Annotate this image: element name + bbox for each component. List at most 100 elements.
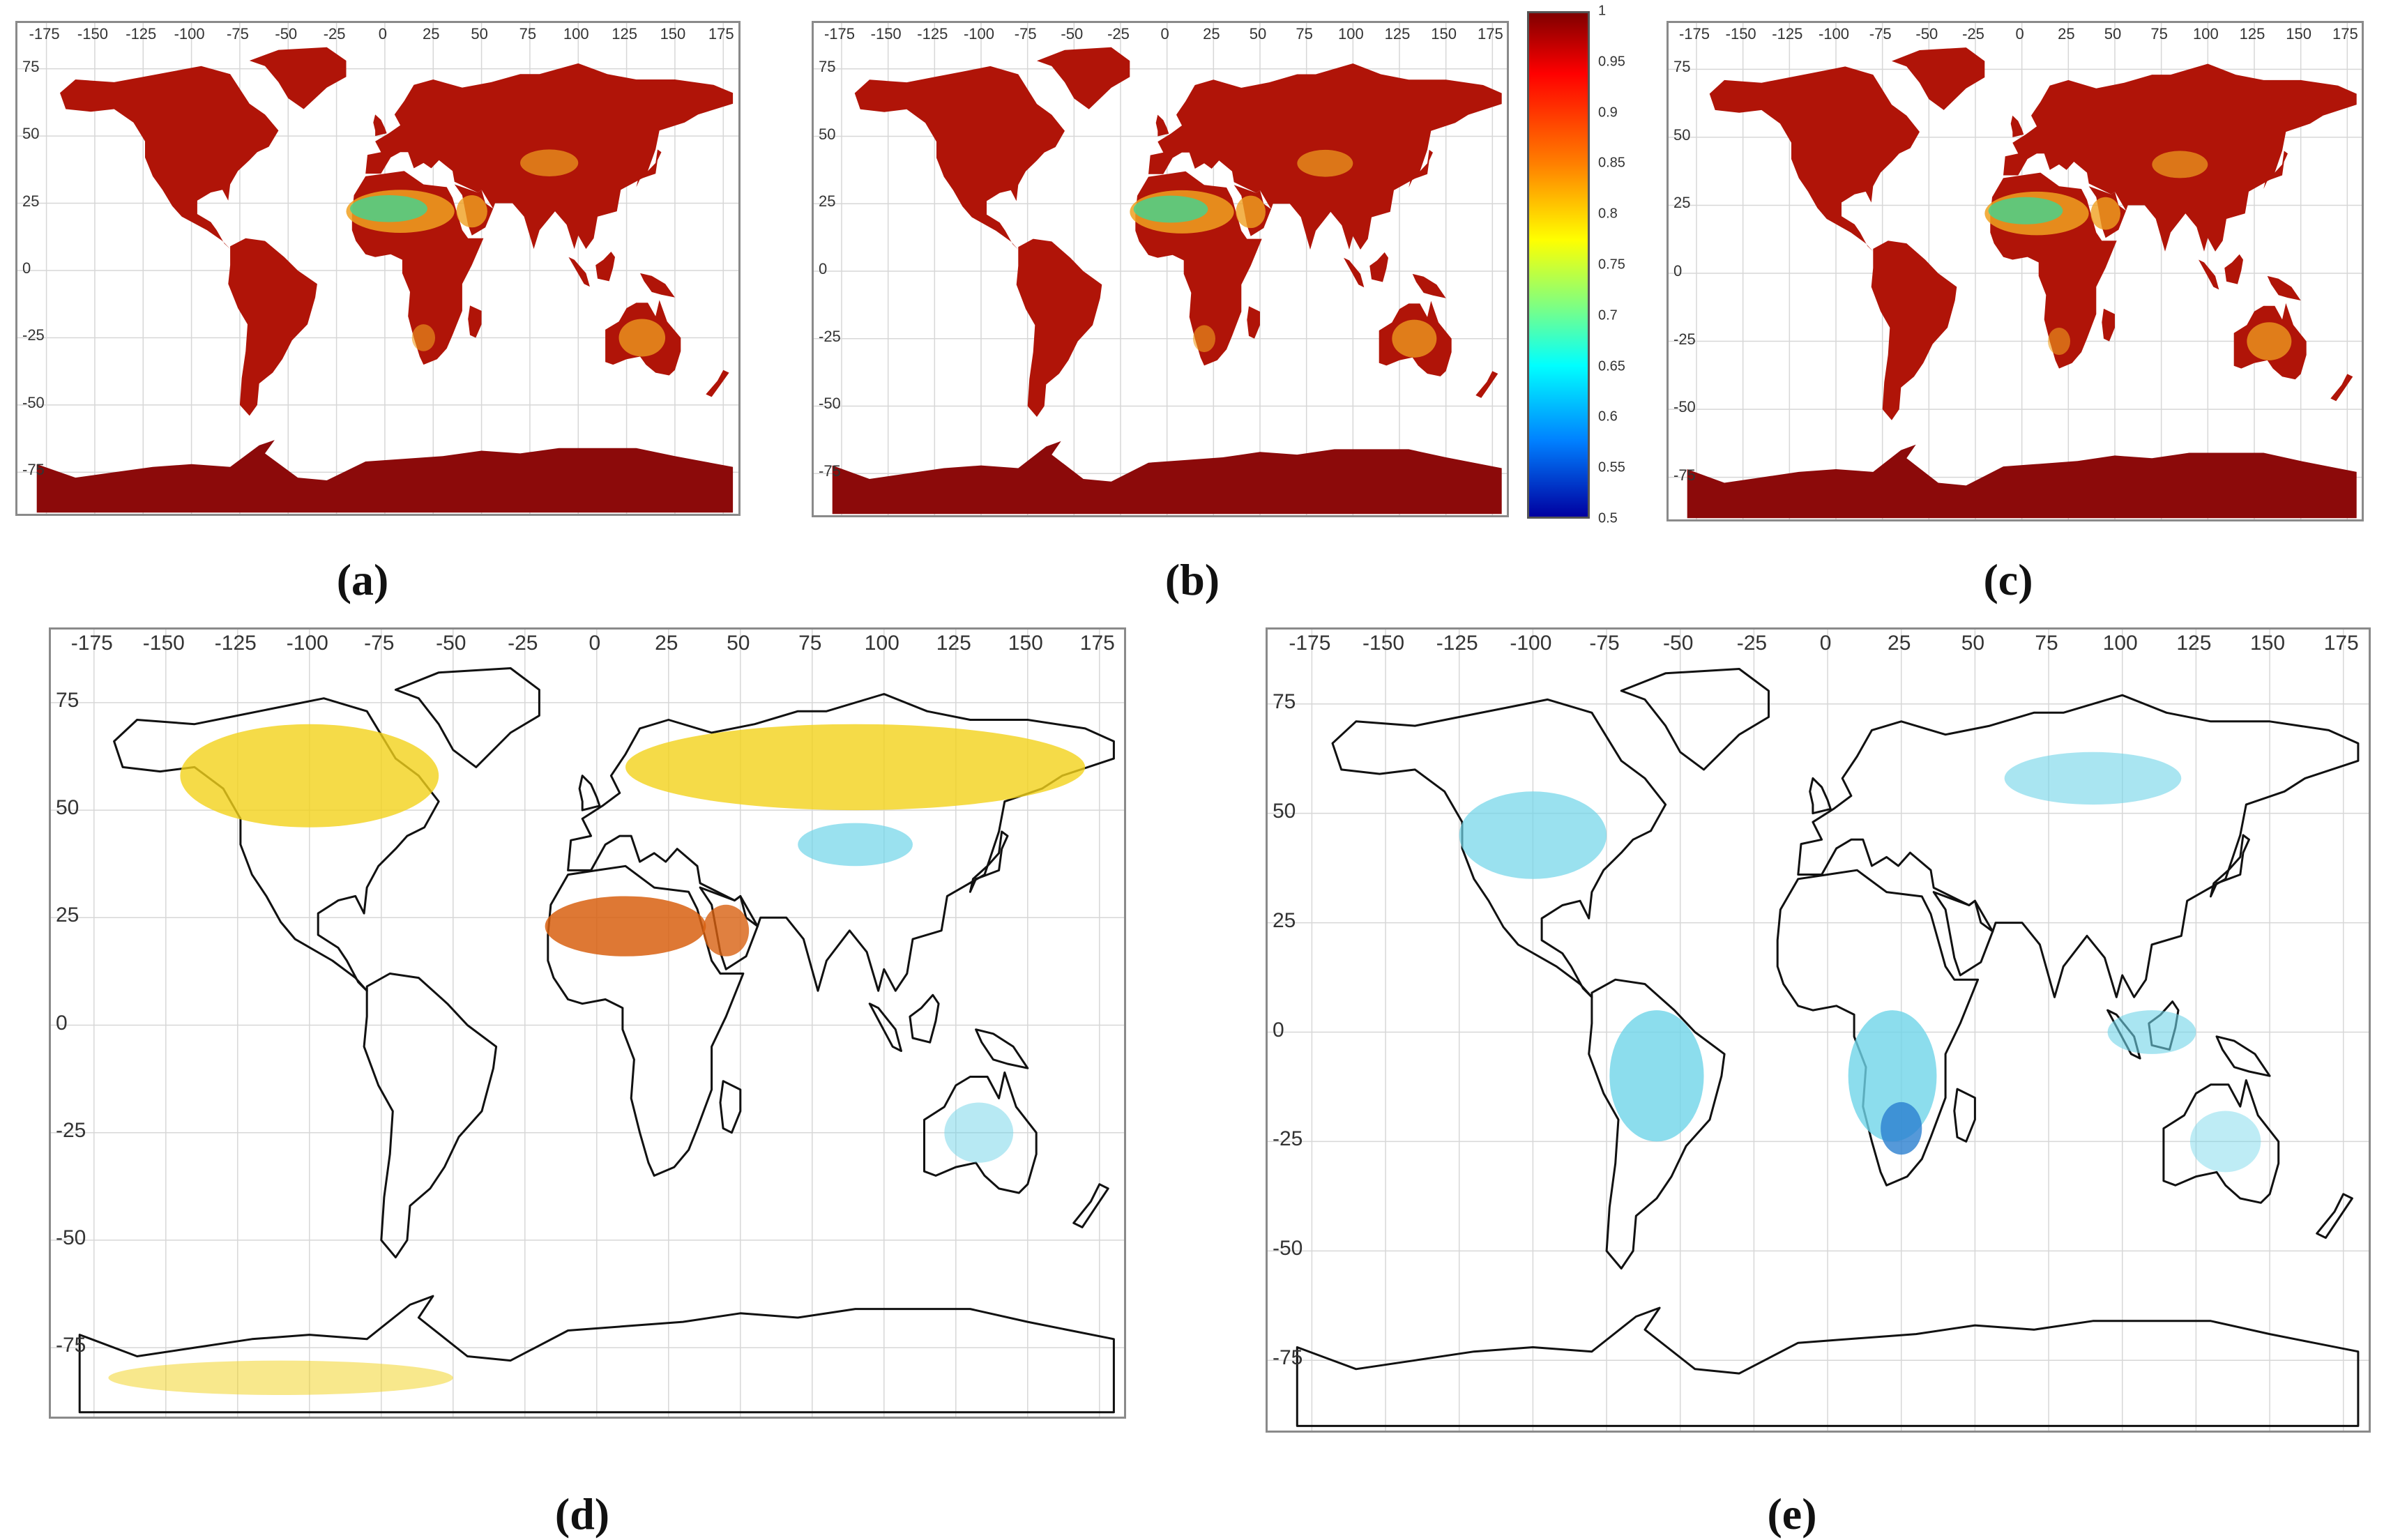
map-canvas-c [1669, 23, 2362, 519]
landmass-southAmerica [1588, 978, 1726, 1270]
lon-tick-label: 100 [2192, 25, 2219, 43]
value-overlay [1459, 752, 2261, 1173]
lat-tick-label: 0 [1273, 1018, 1284, 1042]
colorbar-tick-label: 0.85 [1598, 155, 1625, 171]
lon-tick-label: -100 [174, 25, 205, 43]
colorbar-tick-label: 0.6 [1598, 409, 1618, 425]
panel-caption-a: (a) [336, 555, 389, 604]
lon-tick-label: -25 [1736, 632, 1768, 655]
landmass-newGuinea [1412, 273, 1446, 298]
lat-tick-label: 50 [22, 125, 40, 143]
landmass-japan [1409, 149, 1433, 188]
central-asia-negative-diff [798, 823, 913, 867]
lon-tick-label: -25 [1107, 25, 1130, 43]
lat-tick-label: 75 [56, 688, 79, 712]
value-overlay [346, 149, 666, 357]
lon-tick-label: 175 [708, 25, 734, 43]
lon-tick-label: -125 [126, 25, 157, 43]
sahara-lowest-emissivity [1133, 195, 1208, 223]
lon-tick-label: -50 [1061, 25, 1084, 43]
landmass-greenland [249, 47, 347, 109]
lon-tick-label: -100 [286, 632, 328, 655]
landmass-borneo [909, 993, 940, 1044]
lon-tick-label: 0 [2015, 25, 2024, 43]
lon-tick-label: 50 [727, 632, 750, 655]
landmass-northAmerica [1709, 66, 1920, 252]
lon-tick-label: 100 [864, 632, 899, 655]
lat-tick-label: 75 [22, 57, 40, 75]
lon-tick-label: 25 [655, 632, 678, 655]
lon-tick-label: 100 [2102, 632, 2138, 655]
lon-tick-label: -75 [1014, 25, 1037, 43]
landmass-newZealand [2330, 374, 2353, 402]
value-overlay [108, 724, 1086, 1395]
landmass-newGuinea [2215, 1035, 2271, 1077]
lon-tick-label: -75 [1869, 25, 1892, 43]
lon-tick-label: -100 [963, 25, 995, 43]
lat-tick-label: 25 [56, 904, 79, 927]
lon-tick-label: 50 [1961, 632, 1985, 655]
landmass-sumatra [868, 1002, 902, 1052]
australia-low-emissivity [618, 319, 666, 357]
australia-low-emissivity [1392, 319, 1437, 358]
australia-low-emissivity [2247, 322, 2292, 360]
lon-tick-label: -150 [142, 632, 185, 655]
lat-tick-label: -25 [819, 327, 841, 345]
landmass-uk [1155, 114, 1169, 137]
lon-tick-label: 75 [1296, 25, 1313, 43]
colorbar-tick-label: 0.9 [1598, 105, 1618, 121]
landmass-madagascar [1953, 1088, 1976, 1143]
landmass-newGuinea [2267, 275, 2301, 300]
lat-tick-label: 0 [1673, 262, 1683, 280]
lon-tick-label: 125 [1384, 25, 1411, 43]
lat-tick-label: 50 [1273, 799, 1296, 823]
landmass-africa [1776, 869, 1980, 1187]
landmass-southAmerica [228, 238, 317, 416]
arabia-low-emissivity [2090, 197, 2120, 230]
landmass-greenland [394, 667, 540, 768]
lon-tick-label: -125 [1436, 632, 1478, 655]
landmass-greenland [1892, 47, 1985, 110]
lat-tick-label: -50 [1673, 398, 1696, 416]
lat-tick-label: 75 [819, 57, 836, 75]
lat-tick-label: 25 [22, 192, 40, 210]
map-canvas-e [1268, 630, 2369, 1431]
landmass-sumatra [1344, 257, 1365, 288]
landmass-uk [2010, 115, 2024, 137]
colorbar-tick-label: 0.8 [1598, 206, 1618, 222]
lat-tick-label: -75 [1673, 466, 1696, 484]
central-asia-low-emissivity [2152, 151, 2208, 178]
north-america-negative-diff [1459, 791, 1607, 879]
lon-tick-label: 125 [612, 25, 637, 43]
lat-tick-label: -25 [22, 326, 45, 344]
lat-tick-label: 25 [1273, 908, 1296, 932]
colorbar-tick-label: 0.75 [1598, 257, 1625, 273]
map-panel-a [15, 21, 741, 516]
lon-tick-label: -125 [917, 25, 948, 43]
land-layer [78, 667, 1115, 1414]
landmass-uk [373, 114, 387, 137]
lon-tick-label: -175 [1678, 25, 1710, 43]
lon-tick-label: -25 [1962, 25, 1984, 43]
landmass-newZealand [1475, 371, 1498, 398]
landmass-japan [969, 830, 1009, 893]
lon-tick-label: 125 [2176, 632, 2212, 655]
lon-tick-label: -100 [1510, 632, 1552, 655]
colorbar [1527, 11, 1590, 519]
lon-tick-label: 75 [519, 25, 537, 43]
panel-caption-d: (d) [554, 1489, 610, 1539]
lat-tick-label: 75 [1273, 689, 1296, 713]
landmass-uk [578, 775, 601, 811]
lon-tick-label: -150 [77, 25, 108, 43]
lat-tick-label: 50 [1673, 125, 1691, 144]
landmass-newGuinea [640, 273, 675, 298]
lat-tick-label: -75 [819, 462, 841, 480]
landmass-southAmerica [363, 973, 498, 1259]
lon-tick-label: 175 [1477, 25, 1503, 43]
arabia-low-emissivity [456, 195, 487, 228]
lon-tick-label: -125 [1772, 25, 1803, 43]
lon-tick-label: -75 [1589, 632, 1620, 655]
lat-tick-label: -75 [1273, 1346, 1303, 1370]
kalahari-low-emissivity [1193, 325, 1215, 353]
lon-tick-label: -150 [1362, 632, 1405, 655]
